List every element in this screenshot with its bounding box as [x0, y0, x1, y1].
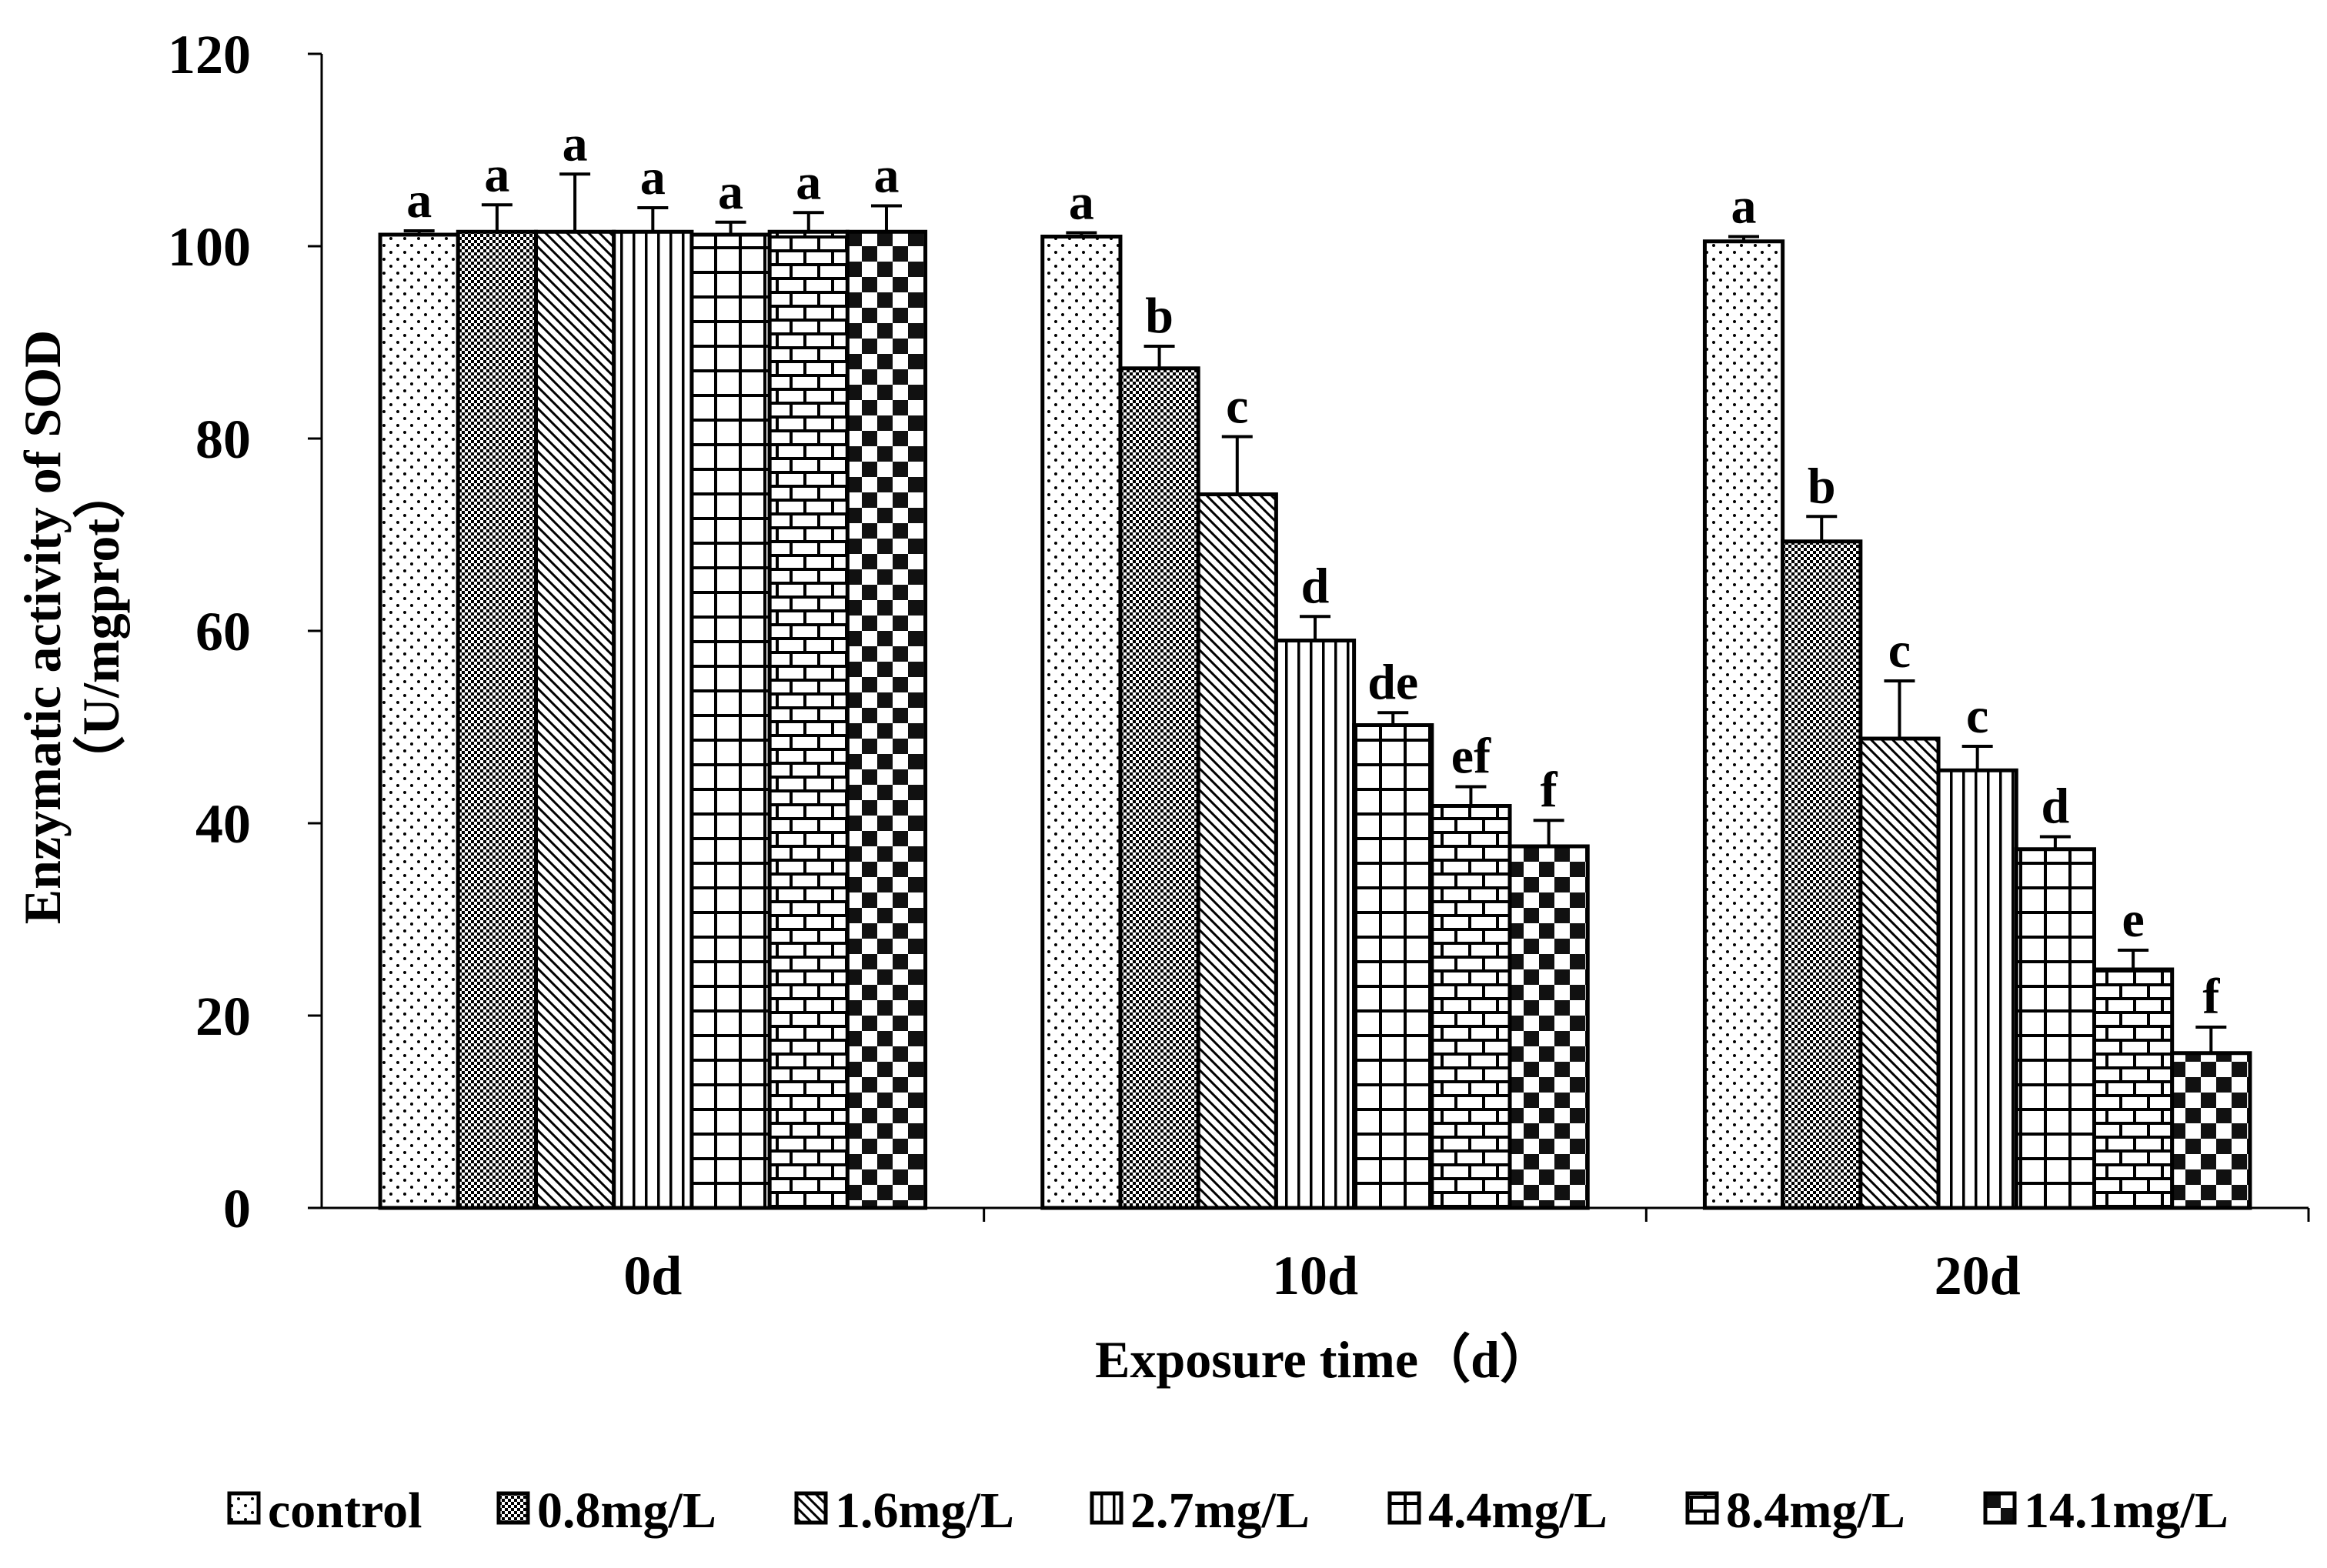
- legend-label: 4.4mg/L: [1428, 1483, 1608, 1539]
- bar: [1781, 539, 1863, 1210]
- bar: [534, 229, 616, 1210]
- bar: [378, 232, 460, 1210]
- bar: [612, 229, 694, 1210]
- bar: [2170, 1051, 2252, 1210]
- significance-label: a: [406, 172, 432, 229]
- significance-label: a: [484, 146, 509, 202]
- legend-label: 8.4mg/L: [1726, 1483, 1905, 1539]
- significance-label: f: [2202, 969, 2220, 1025]
- bar: [1118, 366, 1200, 1210]
- bar: [1507, 844, 1590, 1210]
- legend-swatch: [794, 1491, 828, 1525]
- x-category-label: 20d: [1935, 1245, 2021, 1306]
- y-tick-label: 120: [168, 24, 251, 85]
- legend-swatch: [1983, 1491, 2017, 1525]
- y-tick-label: 0: [223, 1178, 251, 1239]
- significance-label: c: [1966, 688, 1988, 744]
- bar: [767, 229, 850, 1210]
- legend-swatch: [1090, 1491, 1123, 1525]
- significance-label: a: [1731, 178, 1757, 235]
- y-axis-title: Enzymatic activity of SOD （U/mgprot）: [13, 330, 130, 924]
- x-category-label: 0d: [623, 1245, 682, 1306]
- legend-label: control: [268, 1483, 422, 1539]
- x-category-label: 10d: [1272, 1245, 1358, 1306]
- significance-label: a: [873, 148, 899, 204]
- significance-label: c: [1888, 622, 1911, 679]
- bar: [1274, 639, 1357, 1210]
- legend-swatch: [1685, 1491, 1719, 1525]
- significance-label: de: [1367, 654, 1418, 710]
- legend-swatch: [227, 1491, 261, 1525]
- bar: [689, 232, 772, 1210]
- bar: [1196, 492, 1278, 1210]
- significance-label: ef: [1451, 729, 1491, 785]
- bar-series: [378, 172, 2252, 1210]
- significance-label: a: [1069, 175, 1094, 231]
- y-tick-label: 100: [168, 216, 251, 278]
- significance-label: a: [563, 115, 588, 172]
- bar: [1040, 235, 1123, 1210]
- x-axis-title: Exposure time（d）: [1095, 1330, 1552, 1389]
- bar: [2014, 847, 2096, 1210]
- axes: 0 20 40 60 80 100 120 0d 10d 20d: [168, 24, 2310, 1306]
- bar: [456, 229, 539, 1210]
- significance-label: a: [718, 164, 743, 220]
- legend-swatch: [496, 1491, 530, 1525]
- legend-swatch: [1387, 1491, 1421, 1525]
- significance-label: e: [2122, 892, 2144, 948]
- significance-label: d: [2042, 779, 2070, 835]
- legend-label: 1.6mg/L: [835, 1483, 1014, 1539]
- y-tick-label: 40: [195, 793, 251, 855]
- bar: [2092, 967, 2175, 1210]
- legend-label: 14.1mg/L: [2024, 1483, 2229, 1539]
- bar: [1430, 804, 1512, 1210]
- bar: [1352, 723, 1434, 1210]
- legend: control 0.8mg/L 1.6mg/L 2.7mg/L 4.4mg/L 8.4mg…: [227, 1483, 2229, 1539]
- significance-label: a: [640, 149, 666, 205]
- significance-label: b: [1145, 288, 1174, 344]
- y-tick-label: 80: [195, 409, 251, 470]
- legend-label: 0.8mg/L: [537, 1483, 716, 1539]
- significance-label: d: [1301, 558, 1330, 614]
- y-tick-label: 20: [195, 986, 251, 1047]
- significance-label: a: [796, 154, 821, 210]
- y-axis-title-line1: Enzymatic activity of SOD: [13, 330, 72, 924]
- y-tick-label: 60: [195, 601, 251, 662]
- bar: [845, 229, 928, 1210]
- y-axis-title-line2: （U/mgprot）: [72, 466, 130, 788]
- bar: [1936, 768, 2018, 1210]
- legend-label: 2.7mg/L: [1130, 1483, 1310, 1539]
- significance-label: c: [1226, 379, 1248, 435]
- significance-label: b: [1808, 458, 1836, 514]
- bar: [1702, 239, 1785, 1210]
- significance-label: f: [1541, 762, 1558, 818]
- bar: [1858, 736, 1941, 1210]
